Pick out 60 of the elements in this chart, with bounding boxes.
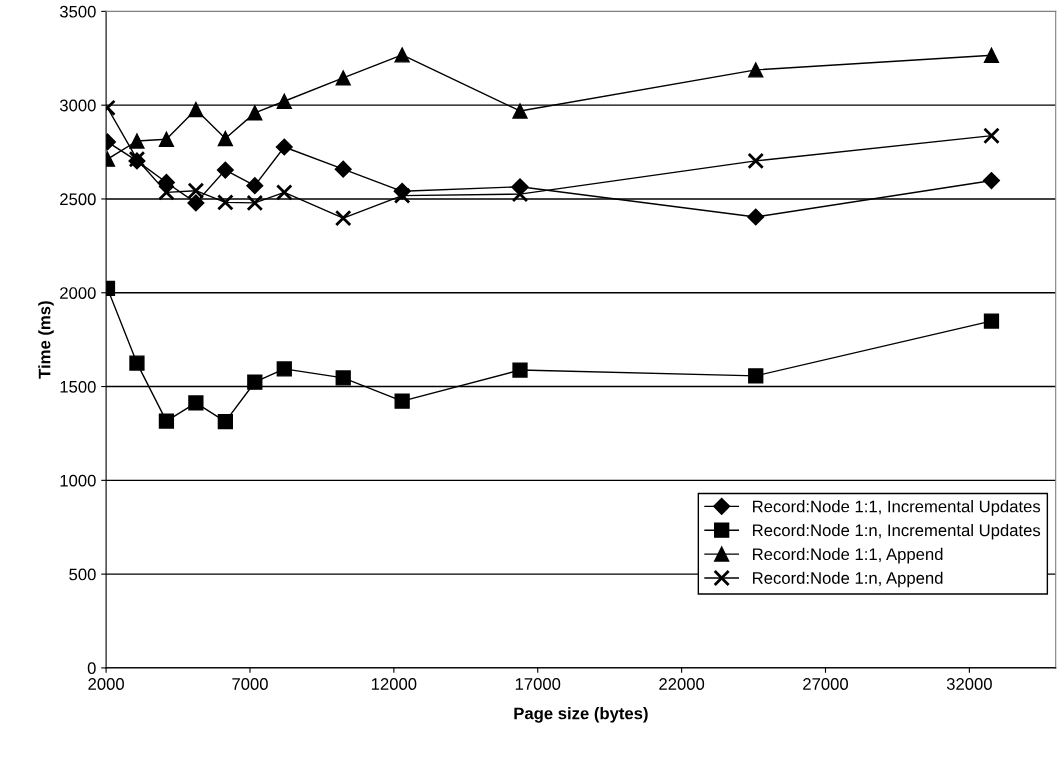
legend-label: Record:Node 1:n, Append — [753, 571, 943, 588]
point — [158, 413, 175, 429]
legend-label: Record:Node 1:n, Incremental Updates — [753, 523, 1041, 540]
y-tick-label: 500 — [69, 568, 96, 581]
y-tick-label: 2500 — [60, 193, 96, 206]
point — [512, 103, 528, 119]
point — [129, 133, 145, 149]
point — [129, 355, 145, 371]
point — [983, 127, 1000, 145]
point — [334, 160, 352, 178]
x-tick-label: 17000 — [515, 678, 561, 690]
point — [217, 130, 233, 147]
point — [334, 209, 352, 227]
point — [188, 101, 204, 118]
point — [187, 182, 205, 200]
legend-label: Record:Node 1:1, Append — [753, 547, 943, 564]
point — [246, 194, 264, 212]
x-tick-label: 7000 — [232, 678, 268, 690]
point — [335, 370, 351, 386]
point — [247, 105, 263, 121]
point — [276, 361, 292, 377]
point — [188, 395, 204, 411]
y-tick-label: 1500 — [60, 380, 96, 393]
point — [247, 374, 263, 390]
point — [217, 413, 233, 430]
point — [275, 138, 293, 156]
point — [335, 70, 351, 86]
x-tick-label: 32000 — [946, 678, 992, 690]
point — [217, 194, 234, 211]
y-tick-label: 3000 — [59, 99, 96, 112]
point — [157, 173, 175, 192]
point — [393, 187, 411, 204]
x-tick-label: 27000 — [803, 678, 849, 690]
y-tick-label: 3500 — [59, 5, 96, 18]
y-axis-title: Time (ms) — [38, 301, 54, 379]
point — [187, 194, 205, 212]
point — [512, 362, 528, 378]
y-tick-label: 1000 — [60, 474, 96, 487]
point — [394, 47, 410, 63]
point — [216, 161, 234, 179]
point — [747, 152, 765, 170]
x-tick-label: 12000 — [371, 678, 417, 690]
point — [982, 172, 1001, 190]
point — [158, 131, 175, 147]
legend-label: Record:Node 1:1, Incremental Updates — [753, 500, 1041, 516]
point — [983, 47, 1000, 63]
y-tick-label: 2000 — [60, 287, 96, 299]
x-tick-label: 22000 — [659, 678, 705, 690]
point — [748, 368, 764, 384]
point — [747, 208, 765, 226]
y-tick-label: 0 — [87, 662, 96, 675]
x-tick-label: 2000 — [88, 678, 124, 690]
point — [276, 93, 292, 109]
point — [158, 184, 175, 201]
point — [748, 62, 764, 78]
point — [246, 177, 264, 195]
x-axis-title: Page size (bytes) — [514, 707, 648, 723]
point — [394, 393, 410, 409]
point — [275, 184, 293, 201]
point — [983, 313, 1000, 329]
